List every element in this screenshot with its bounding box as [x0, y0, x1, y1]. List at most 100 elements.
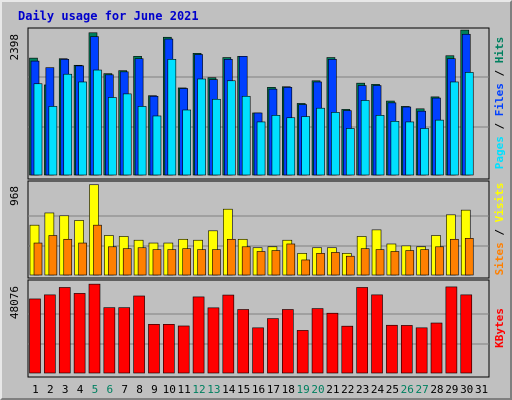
pages-bar: [78, 81, 87, 176]
sites-bar: [420, 249, 429, 276]
kbytes-bar: [103, 307, 116, 374]
kbytes-bar: [163, 324, 175, 374]
kbytes-bar: [73, 293, 86, 374]
pages-bar: [435, 119, 444, 176]
legend-entry: /: [493, 222, 506, 242]
sites-bar: [63, 238, 73, 276]
kbytes-bar: [118, 307, 131, 374]
pages-bar: [331, 112, 340, 176]
kbytes-bar: [207, 307, 220, 374]
pages-bar: [420, 128, 429, 176]
legend-entry: Files: [493, 83, 506, 116]
kbytes-bar: [386, 324, 398, 374]
kbytes-bar: [192, 296, 205, 374]
kbytes-bar: [237, 309, 249, 374]
pages-bar: [241, 95, 251, 176]
pages-bar: [197, 78, 206, 176]
day-tick-label: 10: [163, 383, 176, 396]
day-tick-label: 22: [341, 383, 354, 396]
pages-bar: [256, 121, 266, 176]
sites-bar: [256, 251, 266, 276]
day-tick-label: 15: [237, 383, 250, 396]
kbytes-bar: [311, 308, 324, 374]
kbytes-bar: [445, 286, 458, 374]
day-tick-label: 18: [282, 383, 295, 396]
sites-bar: [435, 246, 444, 276]
day-tick-label: 4: [77, 383, 84, 396]
sites-bar: [182, 248, 192, 276]
kbytes-bar: [356, 287, 368, 374]
pages-bar: [375, 115, 385, 176]
day-tick-label: 7: [121, 383, 128, 396]
day-tick-label: 28: [430, 383, 443, 396]
panel-legend: KBytes: [493, 308, 506, 348]
panel-legend: Sites / Visits: [493, 183, 506, 276]
day-tick-label: 27: [415, 383, 428, 396]
sites-bar: [301, 259, 310, 276]
kbytes-bar: [341, 325, 354, 374]
pages-bar: [152, 115, 162, 176]
sites-bar: [375, 249, 385, 276]
day-tick-label: 25: [386, 383, 399, 396]
max-value-label: 48076: [8, 286, 21, 319]
sites-bar: [241, 246, 251, 276]
max-value-label: 2398: [8, 34, 21, 61]
kbytes-bar: [415, 327, 428, 374]
pages-bar: [33, 83, 43, 176]
pages-bar: [360, 100, 370, 176]
day-tick-label: 3: [62, 383, 69, 396]
pages-bar: [286, 117, 296, 176]
kbytes-bar: [296, 330, 309, 374]
pages-bar: [167, 59, 177, 176]
kbytes-bar: [430, 322, 443, 374]
kbytes-bar: [148, 324, 160, 374]
pages-bar: [182, 109, 192, 176]
day-tick-label: 5: [92, 383, 99, 396]
legend-entry: KBytes: [493, 308, 506, 348]
day-tick-label: 9: [151, 383, 158, 396]
kbytes-bar: [282, 309, 294, 374]
kbytes-bar: [133, 295, 145, 374]
sites-bar: [93, 224, 102, 276]
pages-bar: [93, 69, 102, 176]
sites-bar: [316, 253, 325, 276]
legend-entry: /: [493, 116, 506, 136]
pages-bar: [405, 121, 415, 176]
sites-bar: [167, 249, 177, 276]
kbytes-bar: [267, 318, 279, 374]
sites-bar: [450, 238, 459, 276]
pages-bar: [450, 81, 459, 176]
day-tick-label: 6: [106, 383, 113, 396]
panel-legend: Pages / Files / Hits: [493, 37, 506, 170]
legend-entry: Sites: [493, 242, 506, 275]
pages-bar: [390, 121, 400, 176]
sites-bar: [360, 248, 370, 276]
kbytes-bar: [177, 325, 190, 374]
sites-bar: [122, 248, 132, 276]
day-tick-label: 1: [32, 383, 39, 396]
day-tick-label: 2: [47, 383, 54, 396]
kbytes-bar: [252, 327, 264, 374]
pages-bar: [316, 107, 325, 176]
kbytes-bar: [400, 325, 413, 374]
sites-bar: [212, 249, 221, 276]
day-tick-label: 31: [475, 383, 488, 396]
kbytes-bar: [460, 294, 473, 374]
day-tick-label: 23: [356, 383, 369, 396]
legend-entry: Hits: [493, 37, 506, 64]
day-tick-label: 12: [192, 383, 205, 396]
max-value-label: 968: [8, 186, 21, 206]
kbytes-bar: [58, 287, 71, 374]
pages-bar: [271, 115, 281, 176]
sites-bar: [405, 250, 415, 276]
pages-bar: [48, 106, 58, 176]
sites-bar: [345, 255, 355, 276]
kbytes-bar: [88, 283, 101, 374]
sites-bar: [78, 242, 87, 276]
sites-bar: [108, 246, 117, 276]
sites-bar: [33, 242, 43, 276]
day-tick-label: 13: [207, 383, 220, 396]
pages-bar: [122, 93, 132, 176]
sites-bar: [390, 251, 400, 276]
day-tick-label: 19: [296, 383, 309, 396]
